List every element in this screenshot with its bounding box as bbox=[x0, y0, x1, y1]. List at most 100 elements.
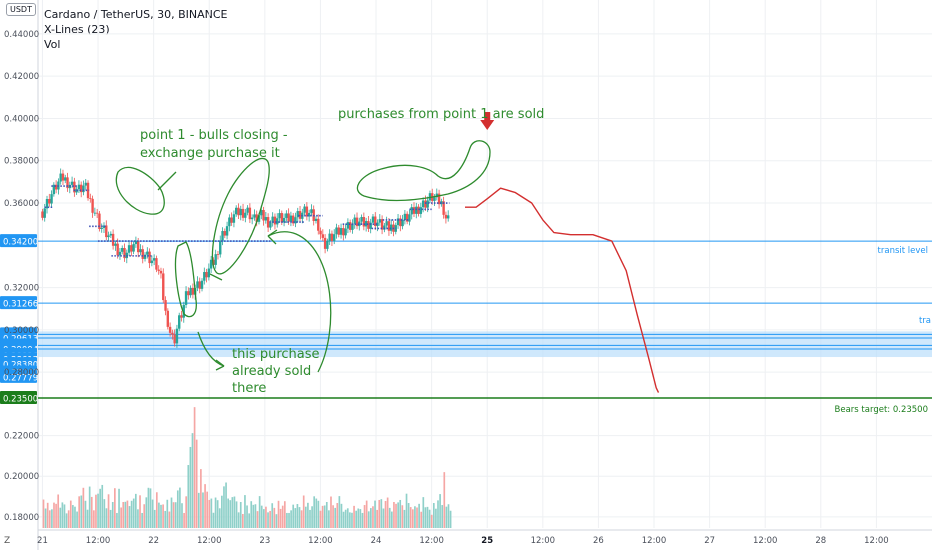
volume-bar bbox=[84, 500, 87, 528]
volume-bar bbox=[397, 502, 399, 528]
candle-body bbox=[419, 207, 423, 214]
annotation-text: this purchase bbox=[232, 347, 320, 362]
annotations: point 1 - bulls closing - exchange purcha… bbox=[140, 107, 544, 396]
price-tick-label: 0.32000 bbox=[4, 284, 39, 294]
volume-bar bbox=[223, 486, 225, 528]
candle-body bbox=[380, 219, 384, 230]
candle-body bbox=[150, 260, 154, 264]
volume-bar bbox=[59, 507, 62, 528]
volume-bar bbox=[147, 487, 150, 528]
candle-body bbox=[378, 219, 382, 223]
volume-bar bbox=[273, 507, 276, 528]
volume-bar bbox=[269, 510, 271, 528]
candle-body bbox=[228, 217, 231, 227]
volume-bar bbox=[187, 465, 190, 528]
candle-body bbox=[390, 224, 393, 231]
time-tick-label: 26 bbox=[593, 536, 604, 546]
time-tick-label: 24 bbox=[371, 536, 382, 546]
volume-bar bbox=[216, 500, 219, 528]
annotation-text: already sold bbox=[232, 364, 311, 379]
volume-bar bbox=[242, 513, 244, 528]
candle-body bbox=[435, 193, 438, 198]
candle-body bbox=[134, 241, 138, 245]
candle-body bbox=[45, 199, 49, 209]
arrow-dip bbox=[197, 331, 225, 367]
pointer-point-1 bbox=[157, 171, 177, 191]
volume-bar bbox=[359, 509, 362, 528]
candle-body bbox=[262, 209, 265, 221]
candle-body bbox=[371, 216, 375, 223]
candle-body bbox=[61, 173, 65, 181]
candle-body bbox=[130, 245, 133, 252]
price-candles bbox=[41, 168, 450, 348]
candle-body bbox=[337, 227, 340, 235]
candle-body bbox=[358, 221, 361, 227]
candle-body bbox=[442, 201, 445, 215]
volume-bar bbox=[107, 494, 110, 528]
volume-bar bbox=[426, 506, 429, 528]
timeframe-button[interactable]: Z bbox=[4, 536, 11, 546]
candle-body bbox=[330, 233, 334, 241]
candle-body bbox=[152, 258, 156, 261]
volume-bar bbox=[395, 503, 397, 528]
price-tag-label: 0.27779 bbox=[3, 373, 38, 383]
time-tick-label: 22 bbox=[148, 536, 159, 546]
volume-bar bbox=[88, 486, 91, 528]
volume-bar bbox=[128, 506, 131, 528]
candle-body bbox=[362, 217, 366, 227]
volume-bar bbox=[42, 499, 45, 528]
forecast-path bbox=[465, 112, 660, 393]
time-axis[interactable]: 21 12:00 22 12:00 23 12:00 24 12:00 25 12:00 26 12:… bbox=[37, 536, 889, 546]
volume-bar bbox=[202, 492, 204, 528]
time-tick-label: 21 bbox=[37, 536, 48, 546]
volume-bar bbox=[153, 509, 156, 528]
volume-bar bbox=[330, 496, 332, 528]
candle-body bbox=[203, 272, 206, 281]
volume-bar bbox=[317, 500, 320, 528]
volume-bar bbox=[401, 505, 404, 528]
candle-body bbox=[50, 194, 53, 204]
volume-bar bbox=[405, 493, 408, 528]
candle-body bbox=[342, 228, 345, 236]
candle-body bbox=[246, 207, 249, 213]
candle-body bbox=[70, 181, 74, 185]
circle-dip bbox=[174, 241, 197, 318]
volume-bar bbox=[302, 495, 305, 528]
candle-body bbox=[360, 217, 363, 222]
volume-bar bbox=[221, 495, 223, 528]
volume-bar bbox=[439, 494, 441, 528]
volume-bar bbox=[355, 510, 358, 528]
volume-bar bbox=[435, 508, 437, 528]
volume-bar bbox=[447, 504, 450, 528]
volume-bar bbox=[386, 497, 389, 528]
time-tick-label: 12:00 bbox=[531, 536, 556, 546]
volume-bar bbox=[239, 502, 242, 528]
candle-body bbox=[296, 211, 299, 218]
down-arrow-icon bbox=[480, 112, 495, 130]
currency-badge[interactable]: USDT bbox=[6, 3, 36, 16]
price-levels: transit level tra Bears target: 0.23500 bbox=[38, 240, 932, 415]
indicator-xlines-label[interactable]: X-Lines (23) bbox=[44, 23, 110, 36]
volume-bar bbox=[365, 500, 368, 528]
volume-bar bbox=[214, 497, 217, 528]
indicator-volume-label[interactable]: Vol bbox=[44, 38, 61, 51]
candle-body bbox=[230, 217, 233, 223]
volume-bar bbox=[72, 505, 74, 528]
volume-bar bbox=[313, 496, 316, 528]
candle-body bbox=[348, 222, 352, 230]
volume-bar bbox=[174, 502, 177, 528]
price-axis[interactable]: 0.342000.312660.297890.296130.292660.290… bbox=[0, 30, 39, 523]
volume-bar bbox=[380, 499, 383, 528]
forecast-line bbox=[465, 187, 660, 393]
candle-body bbox=[421, 200, 425, 208]
circle-sold bbox=[356, 140, 491, 202]
volume-bar bbox=[118, 488, 120, 528]
volume-bar bbox=[162, 504, 164, 528]
candle-body bbox=[237, 207, 240, 216]
candle-body bbox=[367, 221, 370, 229]
candle-body bbox=[291, 215, 295, 224]
volume-bar bbox=[227, 498, 229, 528]
volume-bar bbox=[46, 502, 49, 528]
volume-bar bbox=[275, 514, 278, 528]
